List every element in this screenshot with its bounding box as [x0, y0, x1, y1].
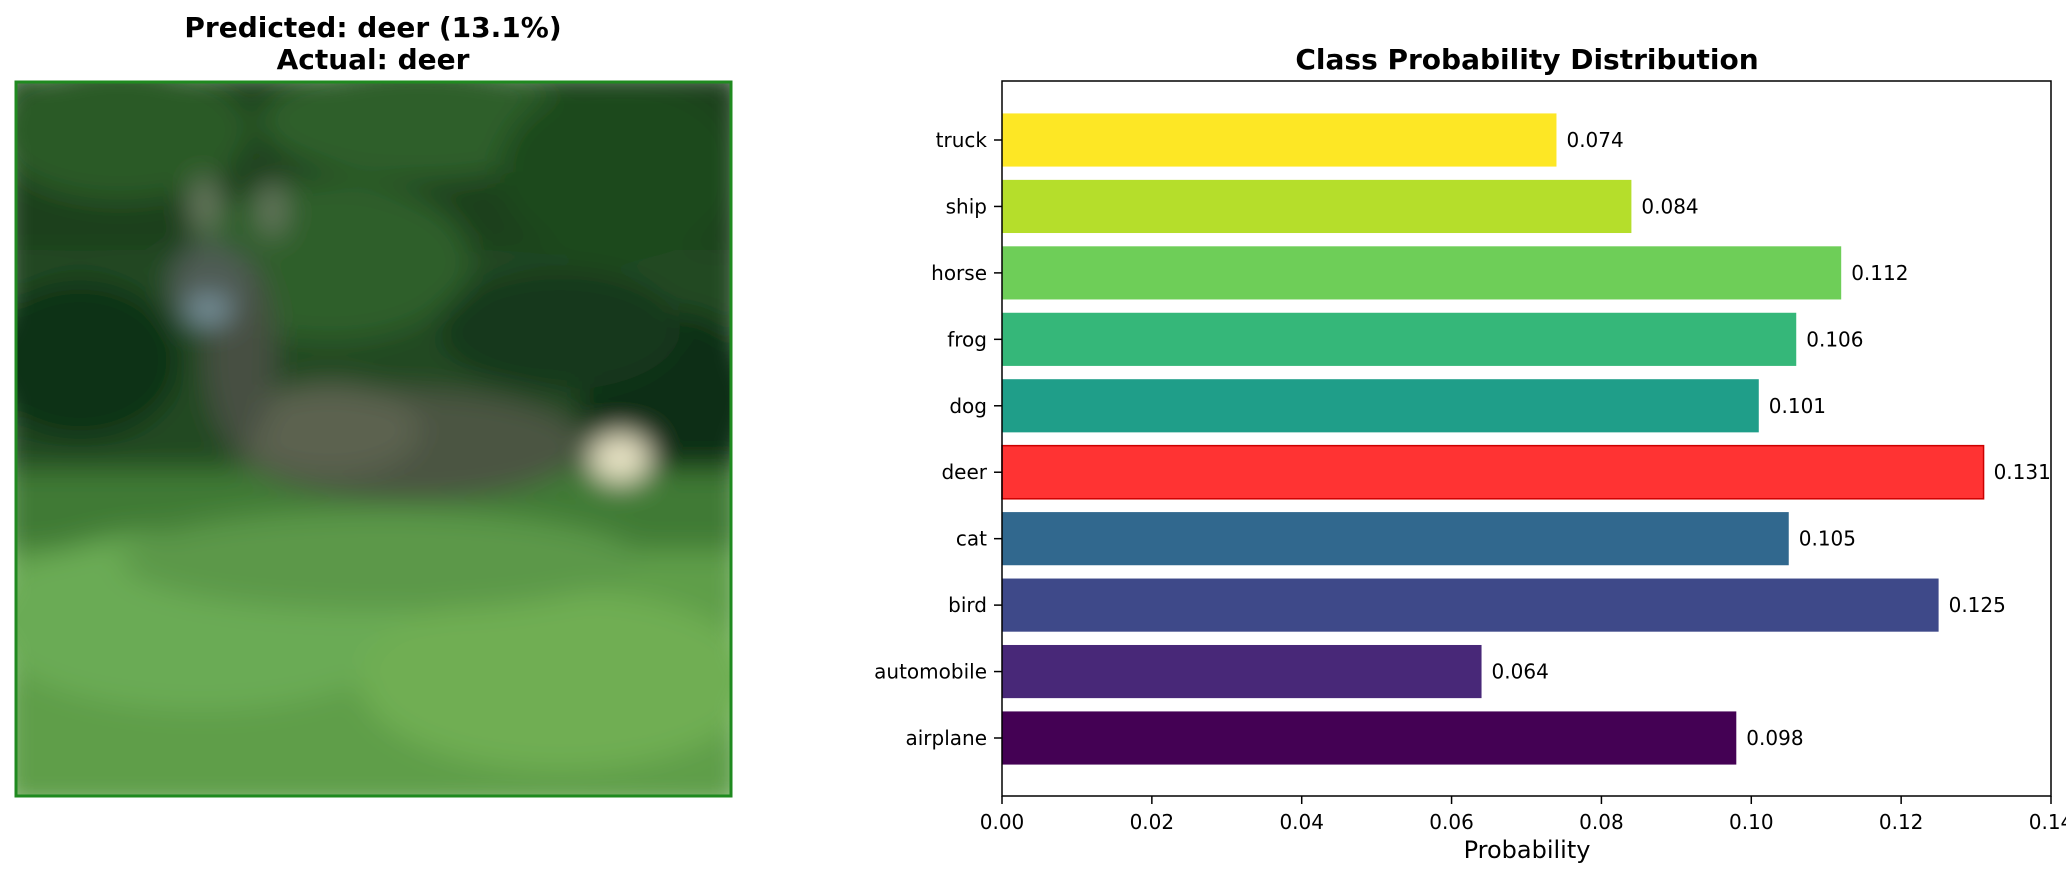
bar-airplane — [1002, 711, 1737, 765]
x-tick-label: 0.14 — [2029, 810, 2066, 834]
x-axis-ticks: 0.00 0.02 0.04 0.06 0.08 0.10 0.12 0.14 — [980, 796, 2066, 834]
value-label-truck: 0.074 — [1566, 128, 1623, 152]
y-tick-label-dog: dog — [949, 394, 987, 418]
y-tick-label-automobile: automobile — [874, 660, 987, 684]
x-tick-label: 0.06 — [1429, 810, 1474, 834]
bar-deer — [1001, 444, 1985, 500]
x-tick-label: 0.00 — [980, 810, 1025, 834]
bar-truck — [1002, 113, 1557, 167]
value-label-dog: 0.101 — [1769, 394, 1826, 418]
value-labels: 0.098 0.064 0.125 0.105 0.131 0.101 0.106 0.112… — [1492, 128, 2051, 750]
x-tick-label: 0.08 — [1579, 810, 1624, 834]
bar-ship — [1002, 179, 1632, 234]
bar-horse — [1002, 246, 1842, 300]
deer-photo — [16, 82, 731, 796]
x-tick-label: 0.10 — [1729, 810, 1774, 834]
y-tick-label-bird: bird — [948, 593, 987, 617]
y-tick-label-airplane: airplane — [905, 726, 987, 750]
y-tick-label-cat: cat — [956, 527, 987, 551]
y-tick-label-ship: ship — [946, 194, 987, 218]
y-tick-label-horse: horse — [931, 261, 987, 285]
bar-frog — [1002, 312, 1797, 366]
value-label-bird: 0.125 — [1949, 593, 2006, 617]
image-title-predicted: Predicted: deer (13.1%) — [184, 11, 561, 44]
y-tick-label-deer: deer — [941, 460, 987, 484]
bar-dog — [1002, 379, 1759, 433]
value-label-ship: 0.084 — [1641, 194, 1698, 218]
bar-bird — [1002, 578, 1939, 632]
value-label-horse: 0.112 — [1851, 261, 1908, 285]
y-axis-ticks: airplane automobile bird cat deer dog frog hors… — [874, 128, 1002, 750]
value-label-cat: 0.105 — [1799, 527, 1856, 551]
y-tick-label-frog: frog — [947, 327, 987, 351]
chart-title: Class Probability Distribution — [1295, 43, 1758, 76]
x-tick-label: 0.12 — [1879, 810, 1924, 834]
x-tick-label: 0.02 — [1130, 810, 1175, 834]
value-label-frog: 0.106 — [1806, 327, 1863, 351]
plot-frame — [1001, 80, 2052, 797]
value-label-airplane: 0.098 — [1746, 726, 1803, 750]
x-axis-label: Probability — [1464, 836, 1591, 864]
value-label-automobile: 0.064 — [1492, 660, 1549, 684]
bar-cat — [1002, 512, 1789, 566]
image-title-actual: Actual: deer — [277, 43, 470, 76]
bar-automobile — [1002, 644, 1482, 699]
image-border — [14, 80, 733, 798]
x-tick-label: 0.04 — [1279, 810, 1324, 834]
y-tick-label-truck: truck — [936, 128, 988, 152]
bars-group — [1001, 113, 1985, 765]
value-label-deer: 0.131 — [1994, 460, 2051, 484]
